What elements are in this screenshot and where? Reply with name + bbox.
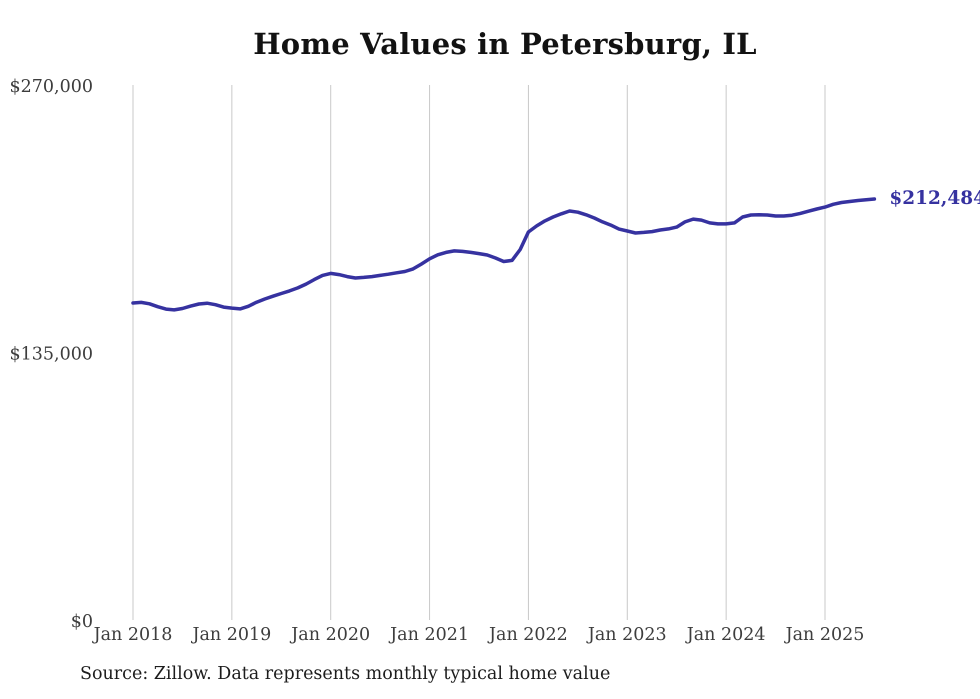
x-tick-label: Jan 2022 — [487, 625, 568, 645]
x-axis-labels: Jan 2018 Jan 2019 Jan 2020 Jan 2021 Jan 2022… — [92, 625, 865, 645]
y-tick-label: $135,000 — [9, 345, 93, 365]
x-tick-label: Jan 2019 — [190, 625, 271, 645]
x-tick-label: Jan 2020 — [289, 625, 370, 645]
latest-value-label: $212,484 — [889, 188, 980, 209]
x-tick-label: Jan 2023 — [586, 625, 667, 645]
y-tick-label: $0 — [71, 612, 93, 632]
source-note: Source: Zillow. Data represents monthly … — [80, 664, 611, 684]
x-tick-label: Jan 2025 — [784, 625, 865, 645]
y-tick-label: $270,000 — [9, 77, 93, 97]
x-tick-label: Jan 2021 — [388, 625, 469, 645]
y-axis-labels: $270,000 $135,000 $0 — [9, 77, 93, 632]
x-tick-label: Jan 2018 — [92, 625, 173, 645]
x-tick-label: Jan 2024 — [685, 625, 766, 645]
gridlines — [132, 85, 826, 620]
home-value-line — [131, 197, 877, 312]
chart-title: Home Values in Petersburg, IL — [253, 27, 757, 61]
